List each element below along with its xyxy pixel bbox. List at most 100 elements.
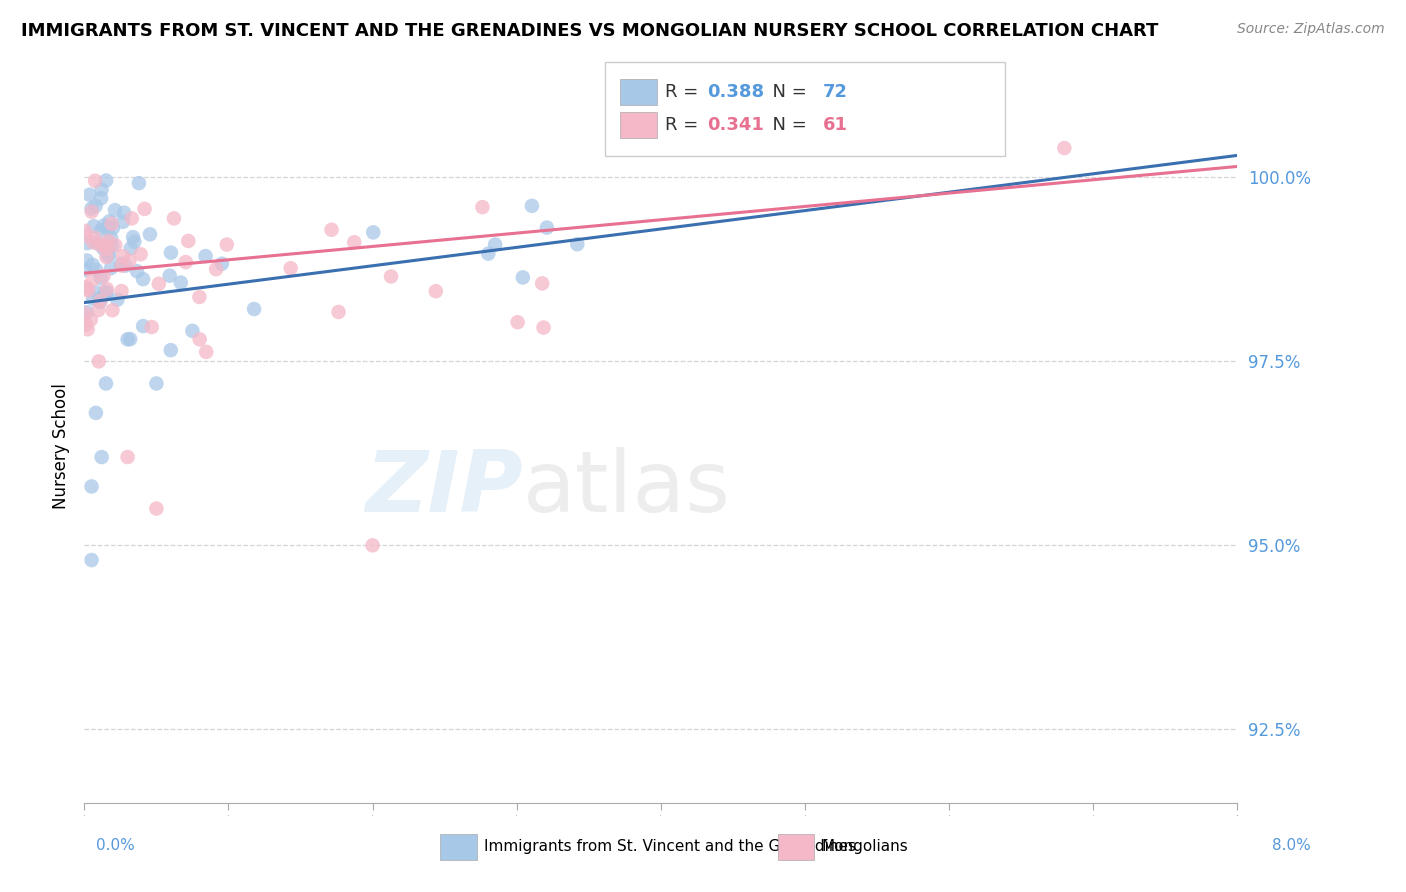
Point [84, 406, 107, 420]
Point [112, 205, 135, 219]
Point [121, 211, 143, 226]
Point [97, 220, 120, 235]
Point [89, 293, 111, 308]
Point [75, 263, 97, 277]
Point [120, 332, 142, 346]
Point [97, 234, 120, 248]
Point [328, 305, 350, 319]
Point [90, 238, 112, 252]
Point [520, 199, 543, 213]
Point [96, 250, 118, 264]
Point [117, 332, 139, 346]
Point [120, 241, 142, 255]
Point [477, 246, 499, 260]
Point [148, 277, 170, 291]
Point [111, 249, 134, 263]
Point [90, 450, 112, 464]
Point [195, 345, 218, 359]
Point [110, 284, 132, 298]
Point [100, 217, 122, 231]
Point [211, 257, 233, 271]
Point [90, 183, 112, 197]
Point [484, 237, 506, 252]
Point [111, 259, 134, 273]
Point [127, 264, 149, 278]
Point [93, 238, 115, 252]
Point [94, 238, 117, 252]
Point [111, 215, 134, 229]
Point [104, 238, 127, 252]
Point [77, 283, 100, 297]
Text: 0.341: 0.341 [707, 116, 763, 134]
Point [90, 191, 112, 205]
Text: IMMIGRANTS FROM ST. VINCENT AND THE GRENADINES VS MONGOLIAN NURSERY SCHOOL CORRE: IMMIGRANTS FROM ST. VINCENT AND THE GREN… [21, 22, 1159, 40]
Point [132, 272, 155, 286]
Point [117, 450, 139, 464]
Point [76, 305, 98, 319]
Text: 0.388: 0.388 [707, 83, 765, 101]
Point [83, 219, 105, 234]
Point [93, 289, 115, 303]
Text: 0.0%: 0.0% [96, 838, 135, 854]
Point [83, 231, 105, 245]
Point [84, 174, 107, 188]
Point [512, 270, 534, 285]
Point [93, 242, 115, 256]
Point [75, 280, 97, 294]
Point [122, 230, 145, 244]
Point [87, 354, 110, 368]
Point [107, 293, 129, 307]
Point [94, 173, 117, 187]
Point [87, 236, 110, 251]
Point [80, 312, 103, 326]
Point [86, 285, 108, 300]
Point [73, 224, 96, 238]
Point [82, 273, 104, 287]
Point [76, 281, 98, 295]
Point [101, 221, 124, 235]
Point [96, 242, 118, 256]
Point [93, 219, 115, 233]
Point [536, 220, 558, 235]
Point [94, 376, 117, 391]
Point [163, 211, 186, 226]
Point [76, 236, 98, 251]
Point [98, 248, 121, 262]
Point [93, 287, 115, 301]
Point [75, 228, 97, 243]
Point [114, 259, 136, 273]
Point [101, 303, 124, 318]
Point [75, 318, 97, 332]
Point [134, 202, 156, 216]
Point [98, 214, 121, 228]
Point [159, 343, 181, 358]
Point [80, 204, 103, 219]
Point [89, 295, 111, 310]
Point [215, 237, 238, 252]
Text: Source: ZipAtlas.com: Source: ZipAtlas.com [1237, 22, 1385, 37]
Point [97, 248, 120, 262]
Text: 72: 72 [823, 83, 848, 101]
Point [177, 234, 200, 248]
Point [145, 376, 167, 391]
Point [90, 223, 112, 237]
Point [1053, 141, 1076, 155]
Point [94, 286, 117, 301]
Point [90, 271, 112, 285]
Text: N =: N = [761, 116, 813, 134]
Point [533, 320, 555, 334]
Point [76, 253, 98, 268]
Point [425, 284, 447, 298]
Point [160, 245, 183, 260]
Point [96, 282, 118, 296]
Point [361, 226, 384, 240]
Text: atlas: atlas [523, 447, 731, 531]
Point [80, 479, 103, 493]
Point [82, 235, 104, 250]
Point [84, 199, 107, 213]
Point [128, 176, 150, 190]
Point [205, 262, 228, 277]
Point [84, 262, 107, 277]
Point [101, 239, 124, 253]
Point [471, 200, 494, 214]
